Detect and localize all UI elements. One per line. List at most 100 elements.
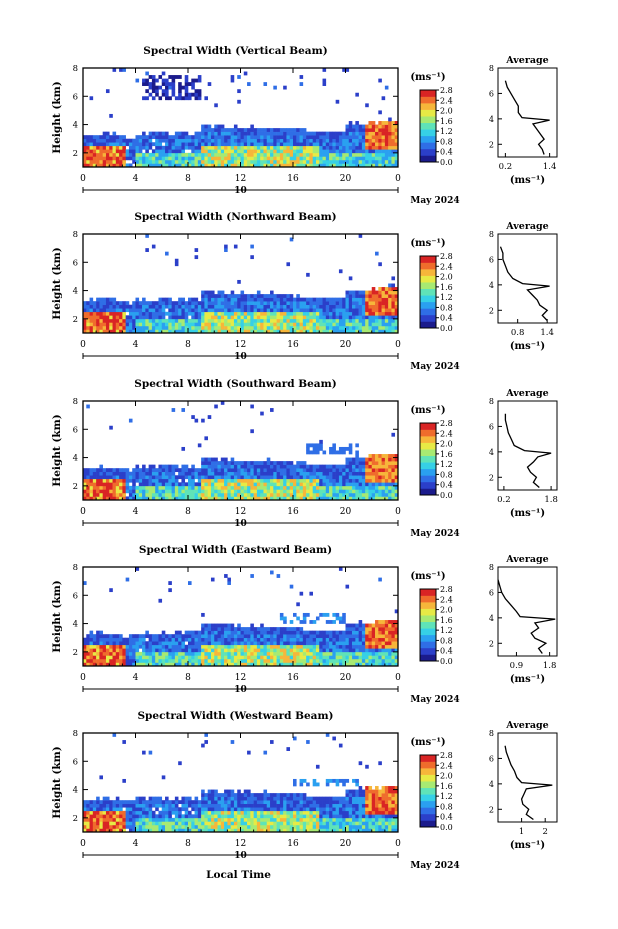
- heatmap-cell: [191, 651, 195, 656]
- heatmap-cell: [102, 648, 107, 653]
- heatmap-cell: [214, 658, 218, 663]
- heatmap-cell: [178, 489, 182, 494]
- heatmap-cell: [306, 156, 310, 161]
- heatmap-cell: [391, 485, 396, 490]
- heatmap-cell: [302, 620, 307, 624]
- heatmap-cell: [240, 142, 245, 147]
- heatmap-cell: [138, 163, 143, 168]
- heatmap-cell: [181, 85, 186, 90]
- heatmap-cell: [299, 655, 304, 660]
- heatmap-cell: [270, 159, 274, 164]
- heatmap-cell: [296, 308, 300, 313]
- heatmap-cell: [171, 315, 176, 320]
- heatmap-cell: [161, 329, 166, 334]
- heatmap-cell: [296, 641, 300, 646]
- heatmap-cell: [112, 485, 117, 490]
- heatmap-cell: [355, 450, 359, 455]
- heatmap-cell: [105, 803, 110, 808]
- heatmap-cell: [270, 315, 274, 320]
- heatmap-cell: [224, 637, 228, 642]
- heatmap-cell: [260, 325, 264, 330]
- x-tick-label: 4: [133, 340, 139, 350]
- heatmap-cell: [142, 304, 146, 309]
- heatmap-cell: [381, 648, 386, 653]
- heatmap-cell: [240, 315, 245, 320]
- heatmap-cell: [388, 457, 392, 462]
- heatmap-cell: [132, 478, 136, 483]
- heatmap-cell: [240, 308, 245, 313]
- heatmap-cell: [99, 496, 103, 501]
- heatmap-cell: [204, 131, 208, 136]
- heatmap-cell: [207, 290, 212, 295]
- heatmap-cell: [181, 322, 186, 327]
- heatmap-cell: [83, 475, 87, 480]
- heatmap-cell: [92, 803, 97, 808]
- heatmap-cell: [119, 817, 123, 822]
- heatmap-cell: [194, 131, 199, 136]
- heatmap-cell: [125, 471, 130, 476]
- heatmap-cell: [158, 489, 163, 494]
- heatmap-cell: [96, 485, 100, 490]
- heatmap-cell: [250, 294, 254, 298]
- heatmap-cell: [309, 496, 313, 501]
- heatmap-cell: [384, 287, 389, 291]
- heatmap-cell: [86, 810, 90, 815]
- heatmap-cell: [168, 662, 172, 667]
- heatmap-cell: [388, 138, 392, 143]
- heatmap-cell: [214, 297, 218, 302]
- heatmap-cell: [83, 637, 87, 642]
- heatmap-cell: [161, 492, 166, 497]
- heatmap-cell: [365, 135, 369, 140]
- heatmap-cell: [165, 156, 169, 161]
- heatmap-cell: [210, 634, 215, 639]
- heatmap-cell: [391, 457, 396, 462]
- heatmap-cell: [338, 641, 343, 646]
- colorbar-swatch: [420, 442, 436, 450]
- heatmap-cell: [174, 138, 179, 143]
- colorbar-swatch: [420, 423, 436, 430]
- heatmap-cell: [283, 142, 287, 147]
- y-tick-label: 6: [73, 591, 78, 601]
- heatmap-cell: [270, 329, 274, 334]
- heatmap-cell: [174, 630, 179, 635]
- heatmap-cell: [391, 432, 396, 437]
- heatmap-cell: [227, 131, 231, 136]
- heatmap-cell: [105, 149, 110, 154]
- heatmap-cell: [86, 814, 90, 819]
- heatmap-cell: [348, 648, 353, 653]
- heatmap-cell: [237, 492, 241, 497]
- heatmap-cell: [168, 468, 172, 473]
- heatmap-cell: [384, 648, 389, 653]
- heatmap-cell: [381, 318, 386, 323]
- heatmap-cell: [105, 301, 110, 306]
- heatmap-cell: [217, 641, 222, 646]
- heatmap-cell: [394, 145, 399, 150]
- heatmap-cell: [112, 651, 117, 656]
- heatmap-cell: [92, 156, 97, 161]
- heatmap-cell: [309, 468, 313, 473]
- heatmap-cell: [227, 325, 231, 330]
- heatmap-cell: [384, 124, 389, 129]
- heatmap-cell: [352, 648, 356, 653]
- x-tick-label: 4: [133, 673, 139, 683]
- heatmap-cell: [96, 655, 100, 660]
- heatmap-cell: [279, 163, 284, 168]
- colorbar-unit: (ms⁻¹): [410, 405, 445, 416]
- heatmap-cell: [368, 489, 373, 494]
- heatmap-cell: [237, 634, 241, 639]
- colorbar-tick-label: 2.8: [440, 252, 453, 261]
- heatmap-cell: [233, 124, 238, 129]
- heatmap-cell: [217, 464, 222, 469]
- heatmap-cell: [247, 651, 251, 656]
- heatmap-cell: [125, 824, 130, 829]
- heatmap-cell: [132, 824, 136, 829]
- heatmap-cell: [178, 142, 182, 147]
- heatmap-cell: [214, 325, 218, 330]
- heatmap-cell: [358, 464, 363, 469]
- heatmap-cell: [394, 311, 399, 316]
- heatmap-cell: [378, 648, 382, 653]
- heatmap-cell: [161, 807, 166, 812]
- heatmap-cell: [194, 318, 199, 323]
- heatmap-cell: [161, 304, 166, 309]
- heatmap-cell: [247, 82, 251, 86]
